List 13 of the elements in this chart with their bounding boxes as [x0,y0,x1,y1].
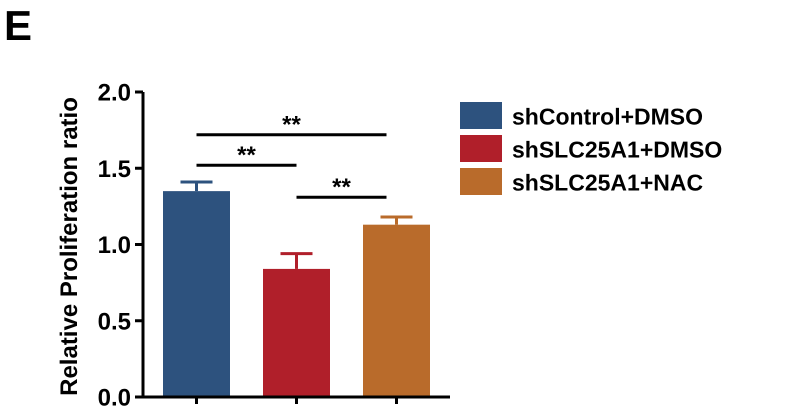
annotation: ** [282,112,302,139]
y-tick-label: 1.0 [98,232,131,260]
legend-label: shSLC25A1+NAC [512,169,704,196]
legend-label: shControl+DMSO [512,103,704,130]
y-tick-label: 2.0 [98,80,131,107]
y-axis-title: Relative Proliferation ratio [56,97,83,396]
annotation: ** [237,142,256,170]
annotation: ** [332,174,352,202]
legend-label: shSLC25A1+DMSO [512,136,722,162]
y-tick-label: 0.0 [98,384,131,412]
y-tick-label: 1.5 [98,156,131,183]
y-tick-label: 0.5 [98,308,131,336]
chart-title: E [4,2,32,49]
